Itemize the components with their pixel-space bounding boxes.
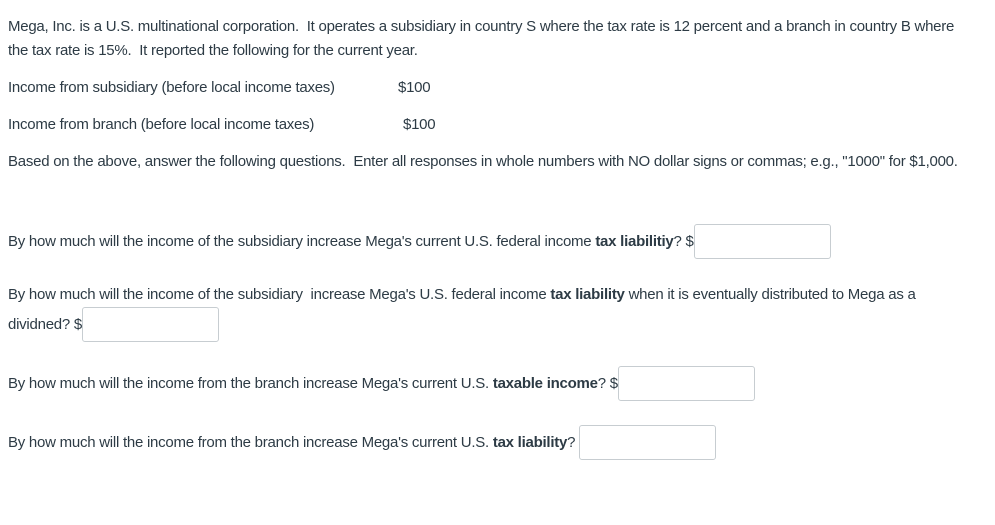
intro-paragraph: Mega, Inc. is a U.S. multinational corpo… bbox=[8, 15, 971, 63]
instructions-text: Based on the above, answer the following… bbox=[8, 153, 958, 170]
instructions-paragraph: Based on the above, answer the following… bbox=[8, 150, 971, 174]
question-text: ? $ bbox=[673, 233, 694, 250]
intro-text: Mega, Inc. is a U.S. multinational corpo… bbox=[8, 18, 959, 59]
answer-input-4[interactable] bbox=[579, 425, 717, 460]
question-text: ? $ bbox=[597, 375, 618, 392]
income-label: Income from branch (before local income … bbox=[8, 116, 315, 133]
income-row-subsidiary: Income from subsidiary (before local inc… bbox=[8, 76, 971, 100]
question-3: By how much will the income from the bra… bbox=[8, 366, 971, 401]
question-4: By how much will the income from the bra… bbox=[8, 425, 971, 460]
blank-line bbox=[8, 187, 971, 211]
answer-input-1[interactable] bbox=[693, 224, 831, 259]
answer-input-2[interactable] bbox=[81, 307, 219, 342]
income-label: Income from subsidiary (before local inc… bbox=[8, 79, 335, 96]
question-bold-term: tax liabilitiy bbox=[595, 233, 674, 250]
question-text: when it is eventually distributed to Meg… bbox=[8, 286, 920, 333]
income-amount: $100 bbox=[403, 116, 436, 133]
question-2: By how much will the income of the subsi… bbox=[8, 283, 971, 342]
question-text: By how much will the income from the bra… bbox=[8, 375, 493, 392]
question-text: By how much will the income of the subsi… bbox=[8, 233, 596, 250]
question-text: By how much will the income from the bra… bbox=[8, 434, 493, 451]
question-bold-term: taxable income bbox=[492, 375, 598, 392]
question-body: Mega, Inc. is a U.S. multinational corpo… bbox=[8, 15, 971, 460]
question-bold-term: tax liability bbox=[550, 286, 625, 303]
income-amount: $100 bbox=[398, 79, 431, 96]
question-text: ? bbox=[567, 434, 580, 451]
question-bold-term: tax liability bbox=[492, 434, 568, 451]
income-row-branch: Income from branch (before local income … bbox=[8, 113, 971, 137]
question-1: By how much will the income of the subsi… bbox=[8, 224, 971, 259]
answer-input-3[interactable] bbox=[617, 366, 755, 401]
question-text: By how much will the income of the subsi… bbox=[8, 286, 551, 303]
